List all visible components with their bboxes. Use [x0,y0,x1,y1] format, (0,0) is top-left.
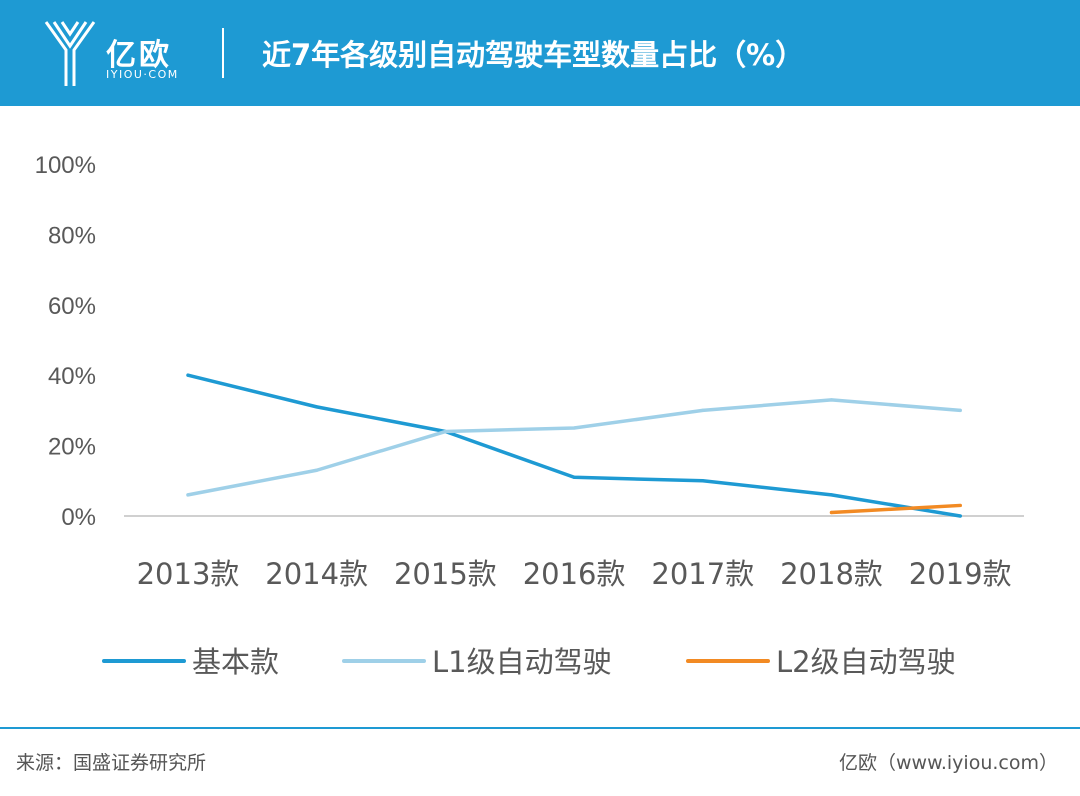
data-point-series-1 [829,493,834,497]
x-tick-label: 2015款 [394,557,497,591]
y-tick-label: 40% [48,363,96,390]
x-tick-label: 2014款 [265,557,368,591]
data-point-series-1 [315,405,319,409]
credit-note: 亿欧（www.iyiou.com） [838,752,1058,774]
data-point-series-1 [572,475,576,479]
x-tick-label: 2019款 [909,557,1012,591]
brand-logo: 亿欧 IYIOU·COM [40,16,190,88]
data-point-series-2 [958,408,962,412]
y-tick-label: 100% [35,152,96,179]
header-banner: 亿欧 IYIOU·COM 近7年各级别自动驾驶车型数量占比（%） [0,0,1080,106]
legend-label-2: L1级自动驾驶 [432,645,612,679]
data-point-series-3 [958,503,962,508]
data-point-series-1 [701,479,705,483]
legend-label-1: 基本款 [192,645,279,679]
x-tick-label: 2017款 [651,557,754,591]
y-tick-label: 0% [61,504,96,531]
logo-mark-icon [44,21,96,86]
series-line-3 [829,503,962,515]
line-chart: 0% 20% 40% 60% 80% 100% 2013款 2014款 2015款 2016款 20… [35,152,1024,679]
source-note: 来源：国盛证券研究所 [16,752,207,774]
brand-name: 亿欧 [106,38,172,73]
data-point-series-2 [443,429,447,434]
series-line-2 [186,398,962,497]
data-point-series-1 [958,514,962,518]
data-point-series-3 [829,510,834,515]
footer-divider [0,727,1080,729]
legend-label-3: L2级自动驾驶 [776,645,956,679]
x-tick-label: 2013款 [137,557,240,591]
brand-domain: IYIOU·COM [106,68,179,81]
data-point-series-2 [572,426,576,430]
y-tick-label: 80% [48,222,96,249]
page-title: 近7年各级别自动驾驶车型数量占比（%） [262,38,805,72]
data-point-series-2 [315,468,319,472]
x-tick-label: 2016款 [523,557,626,591]
data-point-series-2 [186,493,190,497]
data-point-series-1 [186,373,190,377]
series-line-1 [186,373,962,518]
data-point-series-2 [829,398,834,402]
y-tick-label: 20% [48,434,96,461]
x-tick-label: 2018款 [780,557,883,591]
y-tick-label: 60% [48,293,96,320]
header-divider [222,28,224,78]
data-point-series-2 [701,408,705,412]
